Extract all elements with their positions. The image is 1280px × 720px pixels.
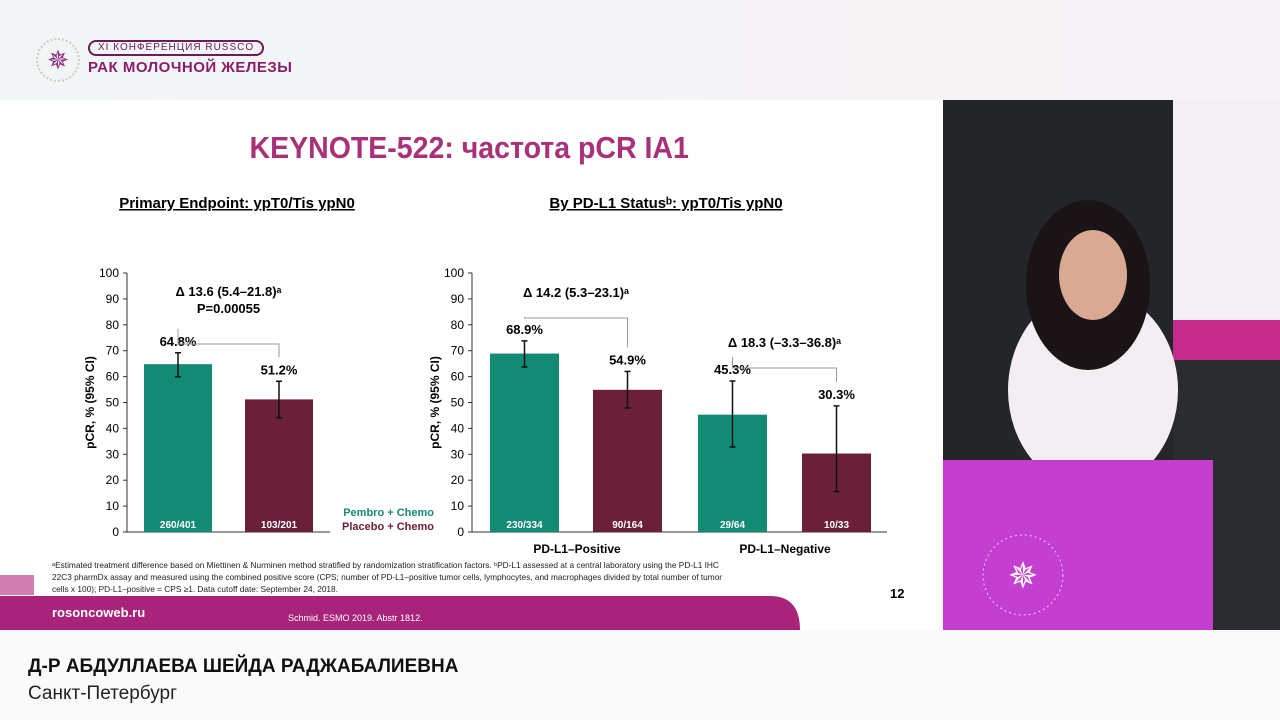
- data-label: 30.3%: [818, 387, 855, 402]
- speaker-city: Санкт-Петербург: [28, 683, 178, 704]
- p-value: P=0.00055: [197, 301, 260, 316]
- y-tick-label: 20: [106, 473, 120, 487]
- y-tick-label: 90: [106, 292, 120, 306]
- y-tick-label: 40: [451, 421, 465, 435]
- y-tick-label: 100: [99, 266, 119, 280]
- slide-canvas: KEYNOTE-522: частота pCR IA1 Primary End…: [0, 131, 904, 630]
- footer-band: [0, 596, 800, 630]
- y-tick-label: 0: [112, 525, 119, 539]
- data-label: 68.9%: [506, 322, 543, 337]
- russco-logo-icon: ✵: [36, 38, 80, 82]
- y-tick-label: 30: [106, 447, 120, 461]
- category-label: PD-L1–Positive: [533, 542, 621, 556]
- y-tick-label: 60: [451, 370, 465, 384]
- legend-placebo: Placebo + Chemo: [342, 521, 434, 533]
- slide-title: KEYNOTE-522: частота pCR IA1: [250, 131, 689, 165]
- data-label: 54.9%: [609, 352, 646, 367]
- n-label: 103/201: [261, 520, 298, 531]
- y-tick-label: 80: [106, 318, 120, 332]
- lower-third: [0, 630, 1280, 720]
- presentation-slide: KEYNOTE-522: частота pCR IA1 Primary End…: [0, 100, 943, 630]
- y-tick-label: 70: [106, 344, 120, 358]
- footnote-line: 22C3 pharmDx assay and measured using th…: [52, 572, 722, 582]
- bar: [490, 353, 559, 532]
- y-tick-label: 60: [106, 370, 120, 384]
- bar: [245, 399, 313, 532]
- y-tick-label: 100: [444, 266, 464, 280]
- legend-pembro: Pembro + Chemo: [343, 507, 434, 519]
- n-label: 230/334: [506, 520, 543, 531]
- y-tick-label: 10: [106, 499, 120, 513]
- speaker-name: Д-Р АБДУЛЛАЕВА ШЕЙДА РАДЖАБАЛИЕВНА: [28, 656, 459, 677]
- bar: [593, 389, 662, 532]
- footnote-line: cells x 100); PD-L1–positive = CPS ≥1. D…: [52, 584, 338, 594]
- conference-name: РАК МОЛОЧНОЙ ЖЕЛЕЗЫ: [88, 59, 293, 76]
- podium: [943, 460, 1213, 630]
- y-tick-label: 50: [106, 396, 120, 410]
- y-tick-label: 40: [106, 421, 120, 435]
- podium-logo-icon: ✵: [1008, 555, 1038, 596]
- n-label: 90/164: [612, 520, 643, 531]
- speaker-video: ✵: [943, 100, 1280, 630]
- delta-annotation: Δ 18.3 (–3.3–36.8)ᵃ: [728, 335, 841, 350]
- y-tick-label: 50: [451, 396, 465, 410]
- comparison-bracket: [177, 328, 280, 358]
- category-label: PD-L1–Negative: [739, 542, 831, 556]
- top-banner: [0, 0, 1280, 100]
- data-label: 51.2%: [261, 362, 298, 377]
- chart1-title: Primary Endpoint: ypT0/Tis ypN0: [119, 195, 355, 212]
- n-label: 260/401: [160, 520, 197, 531]
- y-axis-label: pCR, % (95% CI): [428, 356, 442, 449]
- comparison-bracket: [732, 357, 837, 382]
- y-tick-label: 90: [451, 292, 465, 306]
- citation: Schmid. ESMO 2019. Abstr 1812.: [288, 613, 423, 623]
- y-tick-label: 10: [451, 499, 465, 513]
- n-label: 29/64: [720, 520, 745, 531]
- delta-annotation: Δ 14.2 (5.3–23.1)ᵃ: [523, 285, 629, 300]
- y-tick-label: 0: [457, 525, 464, 539]
- y-axis-label: pCR, % (95% CI): [83, 356, 97, 449]
- comparison-bracket: [524, 316, 628, 348]
- bar: [144, 364, 212, 532]
- y-tick-label: 80: [451, 318, 465, 332]
- delta-annotation: Δ 13.6 (5.4–21.8)ᵃ: [175, 284, 281, 299]
- y-tick-label: 70: [451, 344, 465, 358]
- footnote-line: ᵃEstimated treatment difference based on…: [52, 560, 719, 570]
- speaker-scene: ✵: [943, 100, 1280, 630]
- n-label: 10/33: [824, 520, 849, 531]
- chart2-title: By PD-L1 Statusᵇ: ypT0/Tis ypN0: [549, 195, 782, 212]
- data-label: 45.3%: [714, 362, 751, 377]
- website-link[interactable]: rosoncoweb.ru: [52, 605, 145, 620]
- page-number: 12: [890, 586, 904, 601]
- y-tick-label: 20: [451, 473, 465, 487]
- y-tick-label: 30: [451, 447, 465, 461]
- conference-label: XI КОНФЕРЕНЦИЯ RUSSCO: [88, 40, 265, 56]
- footer-accent: [0, 575, 34, 595]
